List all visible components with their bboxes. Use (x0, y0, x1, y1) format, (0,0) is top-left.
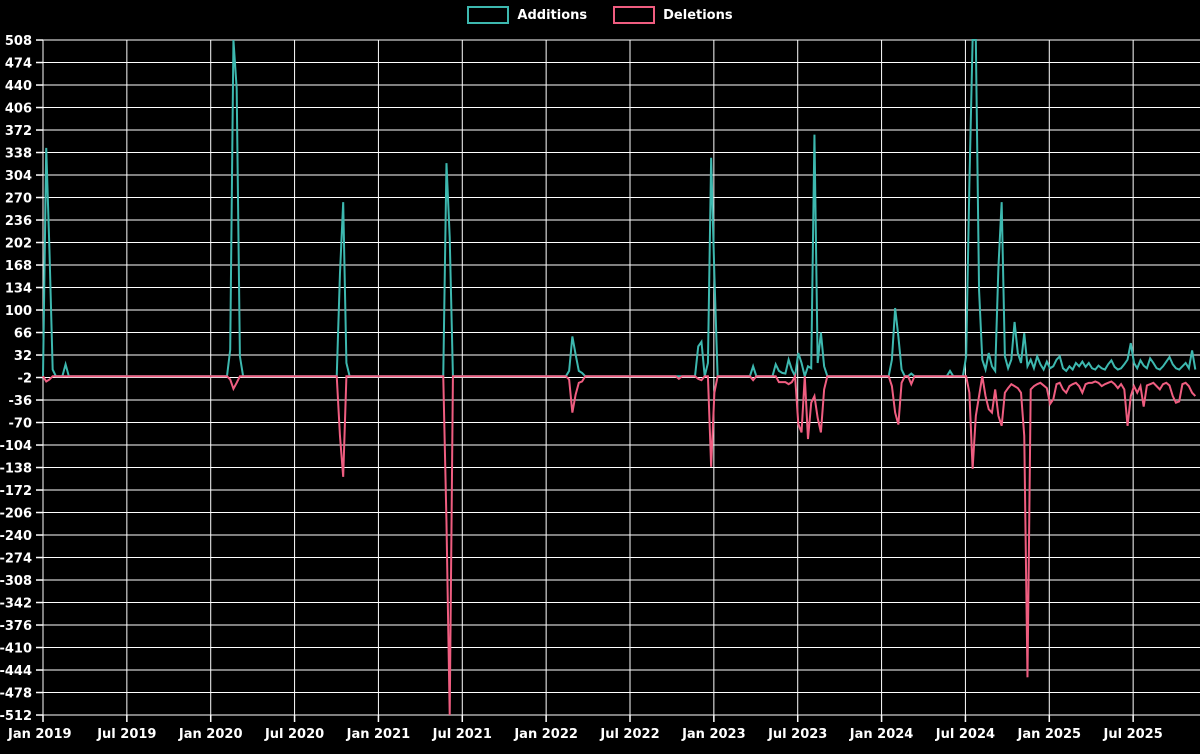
x-tick-label: Jan 2024 (849, 727, 914, 742)
y-tick-label: -70 (9, 417, 33, 432)
y-tick-label: -206 (0, 507, 32, 522)
deletions-swatch (613, 6, 656, 24)
x-tick-label: Jan 2021 (346, 727, 411, 742)
y-tick-label: 338 (5, 147, 32, 162)
y-tick-label: -240 (0, 529, 32, 544)
y-tick-label: -478 (0, 687, 32, 702)
x-tick-label: Jul 2022 (599, 727, 659, 742)
y-tick-label: 32 (14, 349, 32, 364)
y-tick-label: -376 (0, 619, 32, 634)
y-tick-label: -308 (0, 574, 32, 589)
y-tick-label: -172 (0, 484, 32, 499)
chart-legend: Additions Deletions (0, 6, 1200, 24)
additions-line (42, 39, 1197, 380)
y-tick-label: -104 (0, 439, 32, 454)
y-tick-label: -342 (0, 597, 32, 612)
y-tick-label: -274 (0, 552, 32, 567)
x-tick-label: Jul 2025 (1103, 727, 1163, 742)
x-tick-label: Jan 2023 (681, 727, 746, 742)
x-tick-label: Jan 2020 (178, 727, 243, 742)
y-tick-label: 372 (5, 124, 32, 139)
y-tick-label: -444 (0, 664, 32, 679)
y-tick-label: 202 (5, 237, 32, 252)
legend-label-additions: Additions (517, 7, 588, 23)
x-tick-label: Jan 2019 (7, 727, 72, 742)
y-tick-label: 406 (5, 102, 32, 117)
additions-swatch (467, 6, 510, 24)
legend-label-deletions: Deletions (663, 7, 733, 23)
y-tick-label: 474 (5, 57, 32, 72)
y-tick-label: 304 (5, 169, 32, 184)
legend-item-additions[interactable]: Additions (467, 6, 587, 24)
y-tick-label: -512 (0, 709, 32, 724)
y-tick-label: -36 (9, 394, 33, 409)
y-tick-label: 66 (14, 327, 32, 342)
y-tick-label: 508 (5, 34, 32, 49)
y-tick-label: -2 (18, 372, 32, 387)
x-tick-label: Jul 2023 (767, 727, 827, 742)
y-tick-label: 134 (5, 282, 32, 297)
x-tick-label: Jan 2022 (513, 727, 578, 742)
y-tick-label: 236 (5, 214, 32, 229)
deletions-line (42, 372, 1197, 716)
legend-item-deletions[interactable]: Deletions (613, 6, 733, 24)
x-tick-label: Jul 2020 (264, 727, 324, 742)
x-tick-label: Jul 2024 (935, 727, 995, 742)
y-tick-label: -138 (0, 462, 32, 477)
y-tick-label: 100 (5, 304, 32, 319)
y-tick-label: 168 (5, 259, 32, 274)
x-tick-label: Jan 2025 (1016, 727, 1081, 742)
x-tick-label: Jul 2019 (96, 727, 156, 742)
y-tick-label: 270 (5, 192, 32, 207)
y-tick-label: -410 (0, 642, 32, 657)
x-tick-label: Jul 2021 (432, 727, 492, 742)
y-tick-label: 440 (5, 79, 32, 94)
